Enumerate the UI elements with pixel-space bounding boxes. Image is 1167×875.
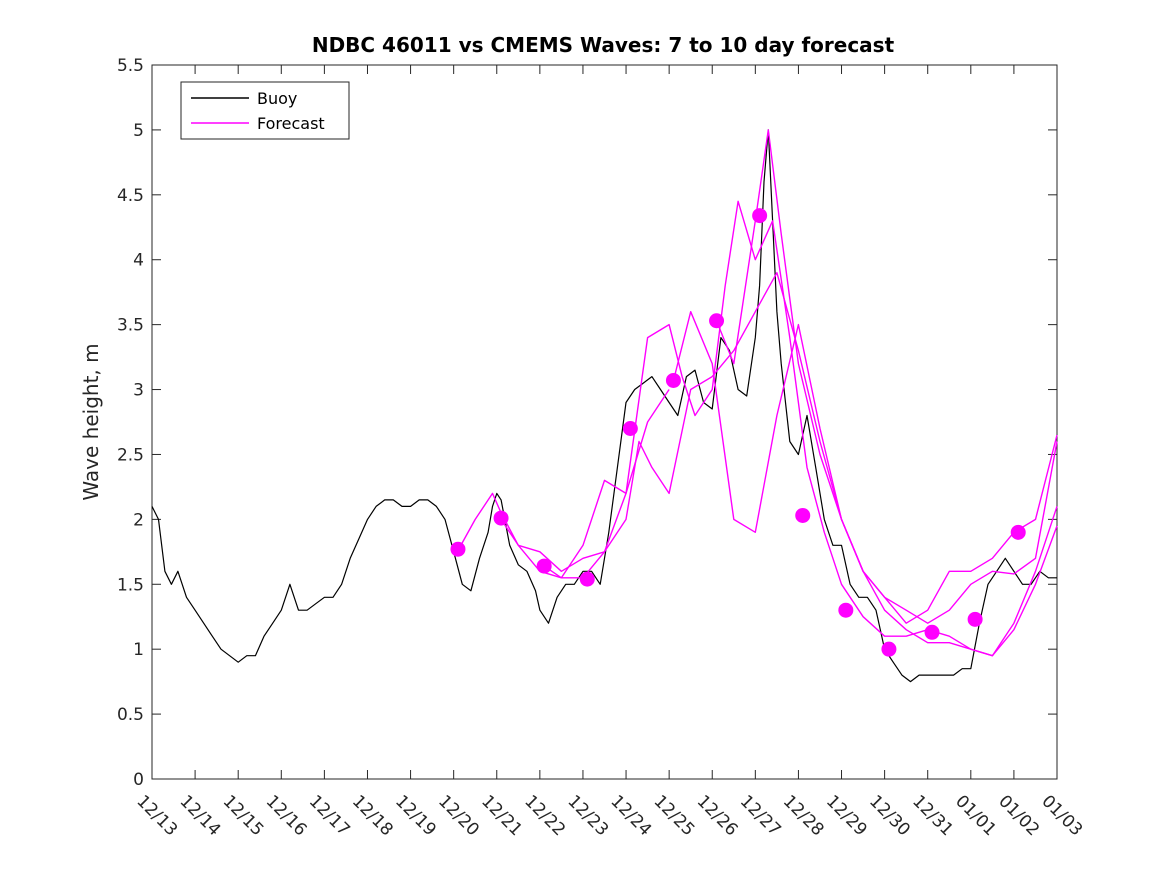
plot-area: 00.511.522.533.544.555.512/1312/1412/151…: [117, 56, 1086, 840]
forecast-marker: [665, 372, 681, 388]
forecast-marker: [967, 611, 983, 627]
forecast-marker: [881, 641, 897, 657]
forecast-marker: [709, 313, 725, 329]
forecast-marker: [924, 624, 940, 640]
y-tick-label: 1: [133, 640, 144, 660]
forecast-series-line: [457, 389, 670, 579]
legend: Buoy Forecast: [180, 81, 350, 140]
legend-label: Forecast: [257, 114, 325, 133]
forecast-marker: [752, 208, 768, 224]
y-tick-label: 4.5: [117, 186, 144, 206]
y-tick-label: 0.5: [117, 705, 144, 725]
forecast-marker: [579, 571, 595, 587]
forecast-marker: [838, 602, 854, 618]
y-tick-label: 0: [133, 770, 144, 790]
y-tick-label: 3.5: [117, 316, 144, 336]
y-tick-label: 5.5: [117, 56, 144, 76]
y-tick-label: 4: [133, 251, 144, 271]
buoy-series-line: [151, 129, 1057, 683]
forecast-marker: [536, 558, 552, 574]
forecast-series-line: [500, 272, 1058, 657]
legend-label: Buoy: [257, 89, 297, 108]
forecast-marker: [1010, 524, 1026, 540]
legend-box: [180, 81, 350, 140]
y-tick-label: 2.5: [117, 445, 144, 465]
y-tick-label: 1.5: [117, 575, 144, 595]
forecast-marker: [450, 541, 466, 557]
forecast-marker: [795, 507, 811, 523]
forecast-marker: [493, 510, 509, 526]
chart-title: NDBC 46011 vs CMEMS Waves: 7 to 10 day f…: [312, 33, 895, 57]
y-tick-label: 2: [133, 510, 144, 530]
forecast-series-line: [543, 200, 1058, 657]
y-tick-label: 5: [133, 121, 144, 141]
forecast-series-line: [715, 129, 1058, 624]
y-tick-label: 3: [133, 381, 144, 401]
axes-box: [151, 64, 1058, 780]
y-axis-label: Wave height, m: [79, 343, 103, 500]
forecast-marker: [622, 420, 638, 436]
